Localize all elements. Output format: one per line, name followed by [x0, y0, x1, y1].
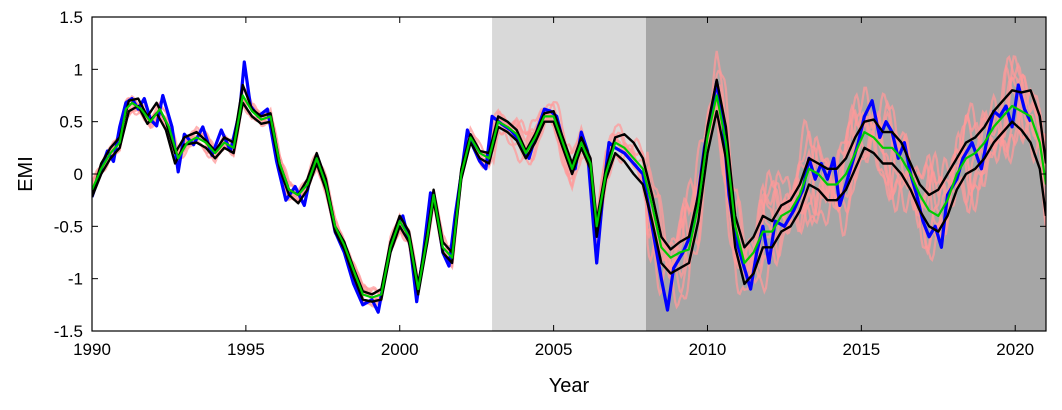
y-tick-label-3: 0: [74, 165, 83, 184]
series-lines: [92, 60, 1046, 314]
series-line-lower-envelope: [92, 101, 1046, 303]
x-tick-label-2010: 2010: [689, 340, 727, 359]
x-tick-label-2000: 2000: [381, 340, 419, 359]
y-tick-label-5: 1: [74, 60, 83, 79]
x-tick-label-2015: 2015: [842, 340, 880, 359]
x-tick-label-1990: 1990: [73, 340, 111, 359]
x-tick-label-2020: 2020: [996, 340, 1034, 359]
x-tick-label-1995: 1995: [227, 340, 265, 359]
y-tick-label-2: -0.5: [54, 217, 83, 236]
axis-ticks: 1990 1995 2000 2005 2010 2015 2020 -1.5 -1 -0.5 0 0…: [54, 8, 1046, 359]
y-tick-label-6: 1.5: [59, 8, 83, 27]
y-tick-label-4: 0.5: [59, 113, 83, 132]
x-axis-label: Year: [549, 375, 590, 397]
series-line-upper-envelope: [92, 78, 1046, 296]
y-tick-label-1: -1: [68, 270, 83, 289]
y-axis-label: EMI: [15, 156, 37, 192]
series-line-ensemble-mean: [92, 94, 1046, 299]
x-tick-label-2005: 2005: [535, 340, 573, 359]
y-tick-label-0: -1.5: [54, 322, 83, 341]
